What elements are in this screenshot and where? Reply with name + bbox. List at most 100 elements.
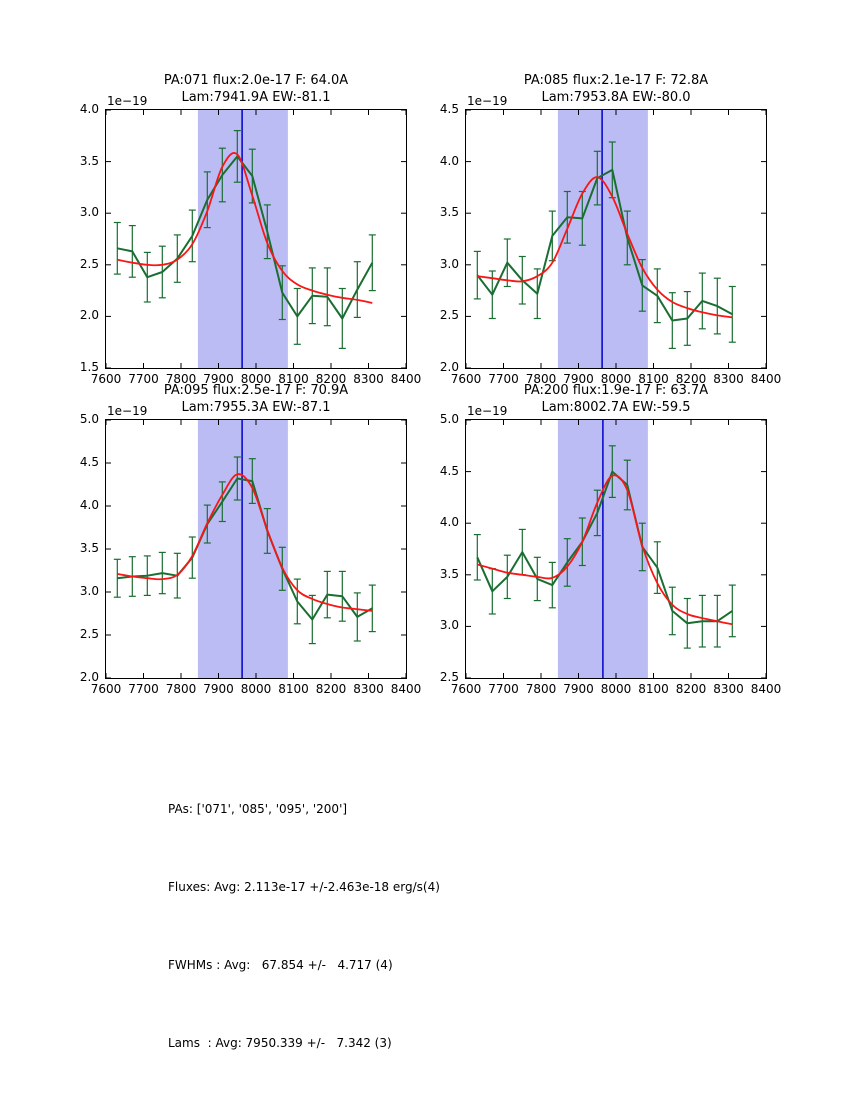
x-tick-label: 7900 bbox=[563, 682, 594, 696]
x-tick-label: 7600 bbox=[90, 372, 122, 386]
axes-frame bbox=[105, 419, 407, 679]
x-tick-label: 8200 bbox=[315, 682, 347, 696]
y-tick-label: 2.5 bbox=[79, 256, 99, 271]
subplot-pa085: PA:085 flux:2.1e-17 F: 72.8A Lam:7953.8A… bbox=[440, 73, 781, 386]
x-tick-label: 8200 bbox=[675, 372, 707, 386]
x-tick-label: 8000 bbox=[600, 682, 632, 696]
axes-frame bbox=[465, 419, 767, 679]
x-tick-label: 8000 bbox=[240, 372, 272, 386]
y-tick-label: 4.5 bbox=[439, 102, 459, 116]
y-tick-label: 3.0 bbox=[79, 584, 99, 598]
y-tick-label: 1.5 bbox=[79, 360, 99, 374]
summary-lams: Lams : Avg: 7950.339 +/- 7.342 (3) bbox=[168, 1036, 392, 1050]
plot-svg bbox=[466, 420, 766, 678]
y-axis-offset-label: 1e−19 bbox=[467, 94, 508, 108]
x-tick-label: 7900 bbox=[203, 682, 234, 696]
y-tick-label: 4.0 bbox=[439, 153, 459, 168]
x-tick-label: 7900 bbox=[203, 372, 234, 386]
x-tick-label: 8300 bbox=[353, 372, 384, 386]
y-tick-label: 3.5 bbox=[439, 205, 459, 220]
subplot-title-line1: PA:200 flux:1.9e-17 F: 63.7A bbox=[523, 383, 709, 398]
y-tick-label: 3.5 bbox=[79, 541, 99, 555]
plot-svg bbox=[466, 110, 766, 368]
y-tick-label: 4.0 bbox=[79, 102, 99, 116]
subplot-title-line2: Lam:7955.3A EW:-87.1 bbox=[181, 400, 331, 415]
fit-window-band bbox=[197, 420, 288, 678]
y-tick-label: 3.0 bbox=[439, 618, 459, 633]
y-tick-label: 3.0 bbox=[439, 256, 459, 271]
y-tick-label: 3.5 bbox=[79, 153, 99, 168]
subplot-title: PA:085 flux:2.1e-17 F: 72.8A Lam:7953.8A… bbox=[426, 72, 806, 106]
x-tick-label: 8100 bbox=[278, 372, 309, 386]
summary-fluxes: Fluxes: Avg: 2.113e-17 +/-2.463e-18 erg/… bbox=[168, 880, 440, 894]
subplot-title-line1: PA:085 flux:2.1e-17 F: 72.8A bbox=[523, 73, 709, 88]
y-tick-label: 5.0 bbox=[79, 412, 99, 426]
x-tick-label: 7700 bbox=[128, 372, 159, 386]
axis-ticks bbox=[466, 110, 766, 368]
y-tick-label: 4.5 bbox=[79, 455, 99, 469]
y-tick-label: 2.0 bbox=[439, 360, 459, 374]
x-tick-label: 8200 bbox=[675, 682, 707, 696]
axis-ticks bbox=[466, 420, 766, 678]
fit-window-band bbox=[197, 110, 288, 368]
y-tick-label: 4.0 bbox=[79, 498, 99, 512]
y-tick-label: 3.0 bbox=[79, 205, 99, 220]
subplot-title: PA:200 flux:1.9e-17 F: 63.7A Lam:8002.7A… bbox=[426, 382, 806, 416]
x-tick-label: 8400 bbox=[750, 682, 782, 696]
x-tick-label: 8100 bbox=[638, 372, 669, 386]
fit-window-band bbox=[557, 110, 648, 368]
subplot-title: PA:095 flux:2.5e-17 F: 70.9A Lam:7955.3A… bbox=[66, 382, 446, 416]
y-tick-label: 2.5 bbox=[439, 670, 459, 684]
x-tick-label: 8100 bbox=[638, 682, 669, 696]
y-tick-label: 2.5 bbox=[439, 308, 459, 323]
subplot-title-line2: Lam:7953.8A EW:-80.0 bbox=[541, 90, 691, 105]
axes-frame bbox=[105, 109, 407, 369]
axes-frame bbox=[465, 109, 767, 369]
y-axis-offset-label: 1e−19 bbox=[467, 404, 508, 418]
y-tick-label: 4.0 bbox=[439, 515, 459, 530]
x-tick-label: 7700 bbox=[128, 682, 159, 696]
summary-text-block: PAs: ['071', '085', '095', '200'] Fluxes… bbox=[168, 744, 440, 1100]
subplot-title-line2: Lam:7941.9A EW:-81.1 bbox=[181, 90, 331, 105]
x-tick-label: 7800 bbox=[525, 372, 557, 386]
data-series-line bbox=[476, 168, 733, 322]
subplot-title-line1: PA:071 flux:2.0e-17 F: 64.0A bbox=[163, 73, 349, 88]
x-tick-label: 7600 bbox=[450, 682, 482, 696]
y-axis-offset-label: 1e−19 bbox=[107, 404, 148, 418]
subplot-title: PA:071 flux:2.0e-17 F: 64.0A Lam:7941.9A… bbox=[66, 72, 446, 106]
data-series-line bbox=[476, 470, 733, 625]
fit-curve bbox=[477, 176, 733, 319]
x-tick-label: 7600 bbox=[90, 682, 122, 696]
x-tick-label: 8300 bbox=[713, 682, 744, 696]
x-tick-label: 7600 bbox=[450, 372, 482, 386]
x-tick-label: 8200 bbox=[315, 372, 347, 386]
x-tick-label: 7800 bbox=[165, 682, 197, 696]
fit-curve bbox=[117, 473, 373, 612]
y-tick-label: 4.5 bbox=[439, 463, 459, 478]
y-axis-offset-label: 1e−19 bbox=[107, 94, 148, 108]
fit-curve bbox=[117, 152, 373, 304]
x-tick-label: 8400 bbox=[390, 372, 422, 386]
x-tick-label: 8300 bbox=[713, 372, 744, 386]
subplot-pa071: PA:071 flux:2.0e-17 F: 64.0A Lam:7941.9A… bbox=[80, 73, 421, 386]
y-tick-label: 3.5 bbox=[439, 566, 459, 581]
x-tick-label: 7900 bbox=[563, 372, 594, 386]
subplot-pa200: PA:200 flux:1.9e-17 F: 63.7A Lam:8002.7A… bbox=[440, 383, 781, 696]
x-tick-label: 8400 bbox=[390, 682, 422, 696]
axis-ticks bbox=[106, 420, 406, 678]
x-tick-label: 7700 bbox=[488, 372, 519, 386]
data-series-line bbox=[117, 477, 373, 621]
fit-curve bbox=[477, 474, 733, 626]
x-tick-label: 8300 bbox=[353, 682, 384, 696]
subplot-pa095: PA:095 flux:2.5e-17 F: 70.9A Lam:7955.3A… bbox=[80, 383, 421, 696]
x-tick-label: 8400 bbox=[750, 372, 782, 386]
plot-svg bbox=[106, 110, 406, 368]
data-series-line bbox=[117, 155, 374, 320]
subplot-title-line1: PA:095 flux:2.5e-17 F: 70.9A bbox=[163, 383, 349, 398]
x-tick-label: 8000 bbox=[240, 682, 272, 696]
y-tick-label: 5.0 bbox=[439, 412, 459, 426]
y-tick-label: 2.0 bbox=[79, 308, 99, 323]
x-tick-label: 8100 bbox=[278, 682, 309, 696]
subplot-title-line2: Lam:8002.7A EW:-59.5 bbox=[541, 400, 691, 415]
